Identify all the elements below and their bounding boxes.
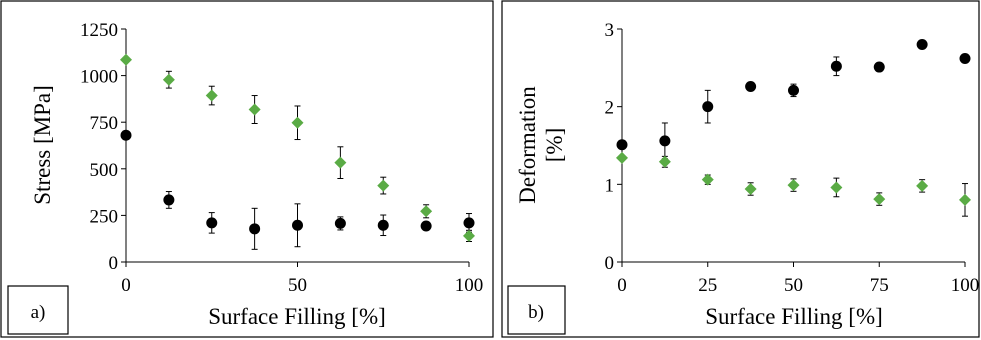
panel-a-data-point-circle [463,217,475,229]
panel-b-data-point-circle [830,60,842,72]
panel-b-y-tick-label: 0 [605,253,615,274]
panel-a-data-point-circle [206,217,218,229]
panel-a-data-point-circle [292,219,303,231]
panel-b-y-tick-label: 2 [605,98,615,119]
panel-a-data-point-circle [120,129,132,141]
panel-a-series-circle [120,129,475,250]
panel-a-y-axis-label: Stress [MPa] [30,85,55,204]
panel-b-data-point-diamond [744,182,757,195]
panel-b-data-point-diamond [787,179,800,192]
panel-a-y-tick-label: 500 [90,160,119,181]
panel-b-y-tick-label: 3 [605,20,615,41]
panel-a-data-point-diamond [248,103,261,116]
panel-b-data-point-circle [659,135,671,147]
panel-a-x-tick-label: 0 [121,275,131,296]
panel-b-series-diamond [616,151,971,217]
panel-a-data-point-circle [377,219,389,231]
panel-b-data-point-diamond [873,193,886,206]
panel-b-data-point-circle [788,84,799,96]
panel-b-data-point-circle [916,39,928,51]
panel-a-y-tick-label: 1000 [80,67,118,88]
panel-a-y-tick-label: 750 [90,113,119,134]
panel-a-data-point-circle [249,223,261,235]
panel-b-data-point-diamond [959,193,971,206]
panel-a-plot: 0 250 500 750 1000 1250 0 50 100 [80,20,483,296]
panel-b-label: b) [528,302,544,323]
panel-b-label-box [507,285,566,335]
panel-a-label: a) [31,302,46,323]
panel-b-data-point-circle [616,139,628,151]
panel-b-x-tick-label: 0 [617,275,627,296]
panel-a-series-diamond [120,53,475,242]
panel-b-data-point-circle [702,101,714,113]
panel-a-y-tick-label: 250 [90,206,119,227]
panel-a-data-point-diamond [205,89,218,102]
panel-b-x-tick-label: 100 [951,275,980,296]
panel-b-y-tick-label: 1 [605,175,615,196]
panel-a-y-tick-label: 0 [109,253,119,274]
panel-b-frame [501,0,980,338]
panel-a-data-point-diamond [463,229,475,242]
panel-b-x-axis-label: Surface Filling [%] [705,304,883,329]
panel-b-y-axis-label-line-1: Deformation [515,86,540,204]
panel-a-x-axis-label: Surface Filling [%] [208,304,386,329]
panel-b-y-axis-label: Deformation [%] [515,86,567,204]
panel-b-data-point-circle [745,80,757,92]
panel-a-data-point-circle [334,217,346,229]
panel-b-data-point-diamond [658,155,671,168]
panel-a-x-tick-label: 100 [455,275,484,296]
panel-b-x-tick-label: 50 [784,275,803,296]
panel-a-data-point-diamond [420,205,433,218]
panel-b-x-tick-label: 25 [698,275,717,296]
panel-a-data-point-diamond [291,116,304,129]
panel-b-y-axis-label-line-2: [%] [542,128,567,162]
panel-b-series-circle [616,39,971,160]
panel-a-frame [0,0,494,338]
panel-b-data-point-diamond [830,181,843,194]
panel-b-plot: 0 1 2 3 0 25 50 75 100 [605,20,980,296]
panel-a-data-point-diamond [334,156,347,169]
panel-b: b) Surface Filling [%] Deformation [%] 0… [501,0,980,338]
panel-a-label-box [7,285,69,335]
panel-b-data-point-diamond [916,179,929,192]
panel-a-data-point-circle [420,220,432,232]
panel-a-data-point-diamond [162,73,175,86]
panel-b-data-point-circle [959,53,971,65]
panel-a-y-tick-label: 1250 [80,20,118,41]
panel-b-x-tick-label: 75 [870,275,889,296]
panel-b-data-point-diamond [616,151,628,164]
panel-a: a) Surface Filling [%] Stress [MPa] 0 250… [0,0,494,338]
panel-a-data-point-diamond [377,179,390,192]
panel-a-x-tick-label: 50 [288,275,307,296]
panel-b-data-point-circle [873,61,885,73]
panel-a-data-point-circle [163,194,175,206]
panel-a-data-point-diamond [120,53,132,66]
panel-b-data-point-diamond [701,173,714,186]
